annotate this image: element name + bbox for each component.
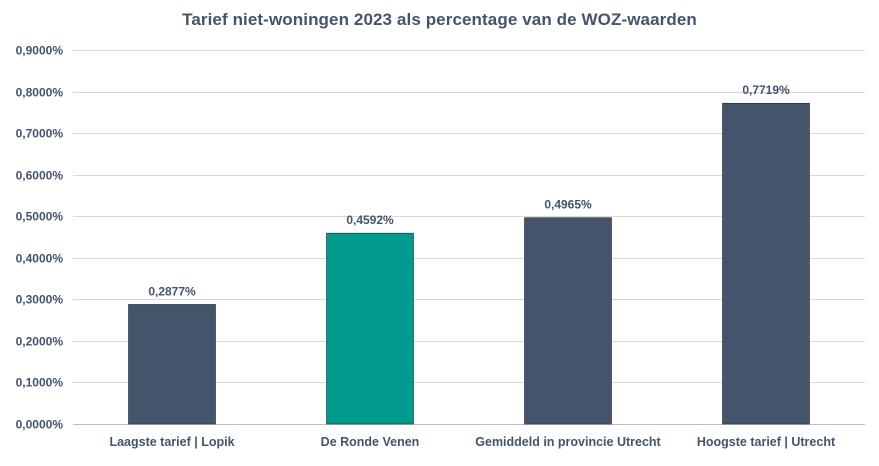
bar-data-label: 0,2877%	[148, 284, 196, 298]
y-tick-label: 0,7000%	[16, 127, 64, 141]
y-tick-label: 0,4000%	[16, 252, 64, 266]
bar	[722, 102, 810, 425]
y-tick-label: 0,0000%	[16, 418, 64, 432]
y-tick-label: 0,8000%	[16, 86, 64, 100]
chart-title: Tarief niet-woningen 2023 als percentage…	[182, 10, 697, 29]
bar-data-label: 0,4592%	[346, 213, 394, 227]
x-category-label: Laagste tarief | Lopik	[109, 435, 234, 449]
bar-data-label: 0,7719%	[742, 83, 790, 97]
bar-data-label: 0,4965%	[544, 198, 592, 212]
y-tick-label: 0,9000%	[16, 44, 64, 58]
y-tick-label: 0,5000%	[16, 210, 64, 224]
bar	[128, 304, 216, 425]
y-tick-label: 0,3000%	[16, 293, 64, 307]
x-category-label: Gemiddeld in provincie Utrecht	[475, 435, 661, 449]
y-tick-label: 0,2000%	[16, 335, 64, 349]
x-category-label: Hoogste tarief | Utrecht	[697, 435, 836, 449]
x-category-label: De Ronde Venen	[321, 435, 420, 449]
y-tick-label: 0,1000%	[16, 376, 64, 390]
bar	[326, 232, 414, 425]
y-tick-label: 0,6000%	[16, 169, 64, 183]
bar	[524, 217, 612, 425]
